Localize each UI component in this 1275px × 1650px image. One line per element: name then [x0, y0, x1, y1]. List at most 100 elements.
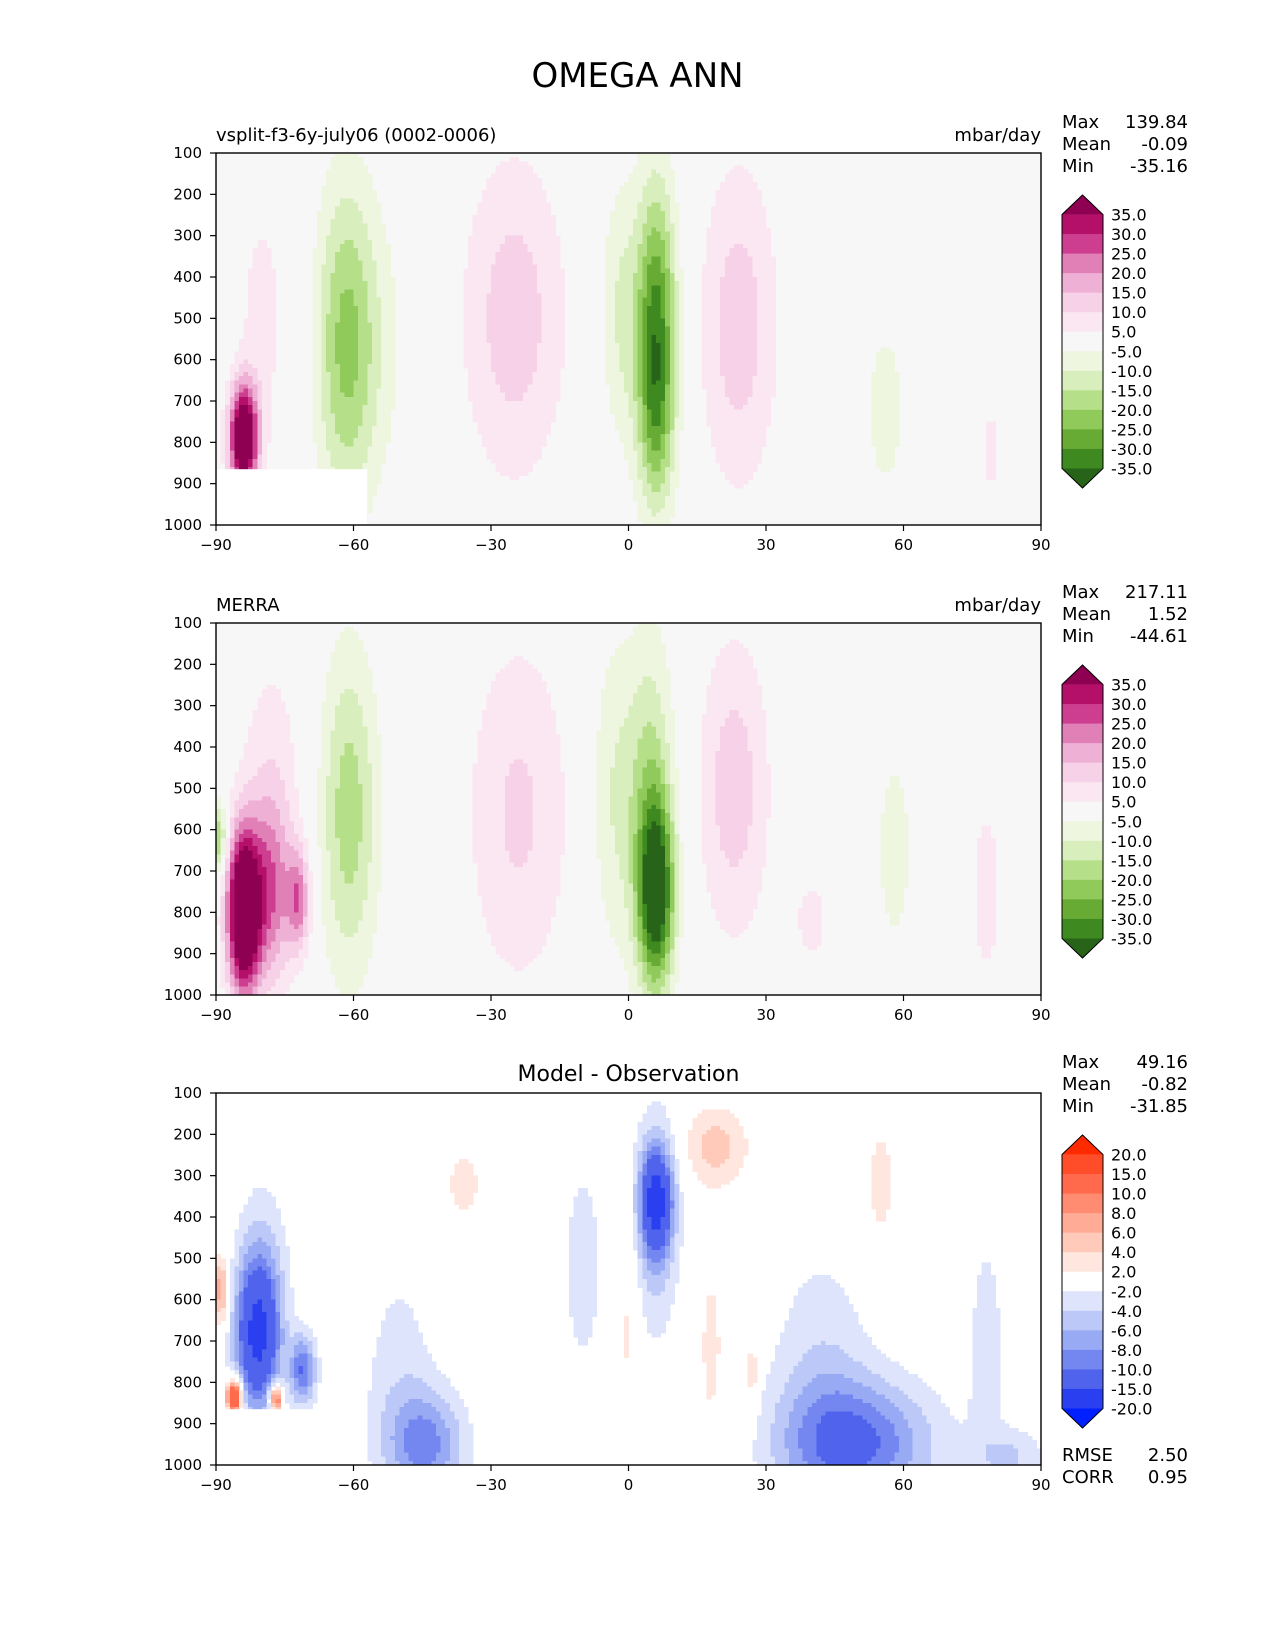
field-cell [665, 392, 671, 398]
field-cell [326, 376, 332, 381]
field-cell [642, 401, 648, 406]
field-cell [486, 223, 492, 228]
field-cell [633, 425, 639, 431]
field-cell [532, 417, 538, 423]
field-cell [756, 252, 763, 257]
field-cell [339, 343, 345, 348]
field-cell [495, 198, 501, 204]
field-cell [321, 401, 327, 406]
field-cell [509, 413, 515, 419]
field-cell [876, 392, 882, 398]
field-cell [747, 173, 753, 179]
field-cell [711, 429, 717, 435]
field-cell [348, 272, 355, 278]
field-cell [614, 401, 620, 406]
field-cell [261, 363, 268, 369]
field-cell [724, 363, 730, 369]
field-cell [701, 277, 708, 282]
field-cell [463, 281, 469, 286]
field-cell [711, 376, 717, 381]
field-cell [711, 248, 717, 253]
field-cell [720, 186, 726, 191]
field-cell [876, 442, 882, 448]
field-cell [335, 194, 341, 200]
field-cell [766, 252, 772, 257]
field-cell [752, 334, 758, 340]
field-cell [330, 367, 336, 373]
field-cell [344, 227, 350, 233]
field-cell [880, 355, 886, 361]
field-cell [623, 425, 630, 431]
field-cell [729, 363, 735, 369]
field-cell [472, 339, 478, 344]
field-cell [550, 252, 556, 257]
field-cell [656, 293, 662, 299]
field-cell [706, 339, 712, 344]
field-cell [871, 409, 877, 414]
field-cell [889, 376, 895, 381]
field-cell [660, 161, 666, 166]
field-cell [637, 186, 643, 191]
field-cell [738, 173, 744, 179]
field-cell [257, 401, 263, 406]
field-cell [491, 425, 497, 431]
field-cell [605, 260, 611, 266]
field-cell [385, 260, 391, 266]
field-cell [889, 446, 895, 452]
field-cell [527, 330, 533, 336]
field-cell [523, 219, 529, 224]
field-cell [252, 264, 258, 270]
field-cell [371, 231, 378, 237]
field-cell [316, 264, 323, 270]
field-cell [321, 277, 327, 282]
field-cell [642, 206, 648, 212]
field-cell [509, 372, 515, 377]
field-cell [468, 339, 474, 344]
field-cell [358, 198, 364, 204]
field-cell [555, 388, 561, 394]
field-cell [339, 434, 345, 439]
field-cell [614, 215, 620, 220]
field-cell [491, 409, 497, 414]
field-cell [628, 322, 634, 328]
field-cell [376, 235, 382, 241]
field-cell [513, 425, 520, 431]
field-cell [724, 429, 730, 435]
field-cell [610, 351, 616, 357]
field-cell [330, 165, 336, 171]
field-cell [642, 421, 648, 427]
field-cell [541, 285, 547, 290]
field-cell [500, 446, 506, 452]
field-cell [248, 363, 254, 369]
field-cell [316, 318, 323, 324]
field-cell [353, 289, 359, 295]
field-cell [628, 297, 634, 303]
field-cell [362, 305, 368, 311]
field-cell [747, 281, 753, 286]
field-cell [614, 380, 620, 386]
field-cell [633, 372, 639, 377]
field-cell [532, 396, 538, 402]
field-cell [491, 186, 497, 191]
field-cell [541, 281, 547, 286]
field-cell [248, 450, 254, 456]
field-cell [500, 173, 506, 179]
field-cell [894, 429, 900, 435]
field-cell [646, 301, 653, 307]
field-cell [711, 231, 717, 237]
field-cell [743, 446, 749, 452]
field-cell [390, 405, 396, 410]
field-cell [669, 268, 675, 274]
field-cell [330, 384, 336, 390]
field-cell [518, 434, 524, 439]
field-cell [747, 413, 753, 419]
field-cell [546, 285, 552, 290]
field-cell [610, 252, 616, 257]
field-cell [729, 417, 735, 423]
field-cell [747, 260, 753, 266]
field-cell [674, 322, 680, 328]
field-cell [509, 161, 515, 166]
field-cell [509, 293, 515, 299]
field-cell [628, 219, 634, 224]
field-cell [261, 355, 268, 361]
